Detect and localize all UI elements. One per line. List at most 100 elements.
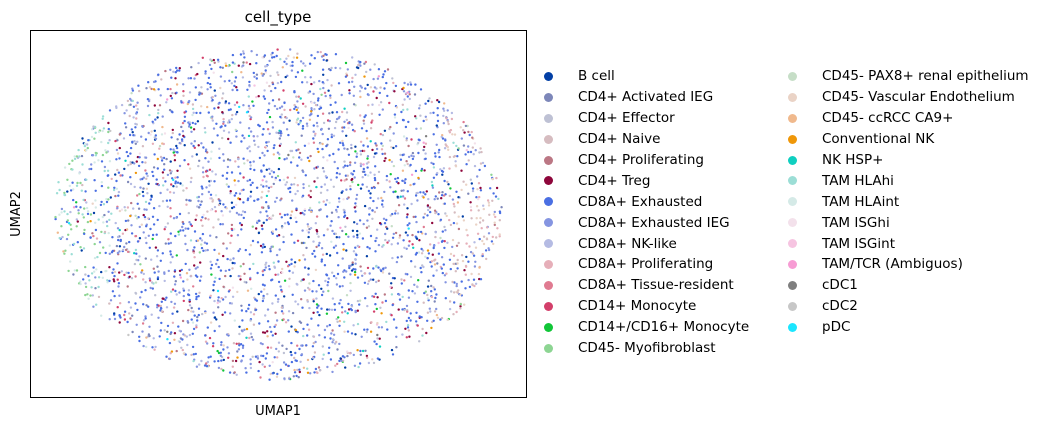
scatter-point bbox=[129, 162, 132, 166]
scatter-point bbox=[144, 200, 148, 204]
scatter-point bbox=[428, 97, 431, 100]
scatter-point bbox=[162, 176, 165, 180]
scatter-point bbox=[380, 269, 383, 273]
scatter-point bbox=[290, 233, 293, 236]
scatter-point bbox=[221, 111, 224, 114]
scatter-point bbox=[450, 111, 454, 115]
scatter-point bbox=[415, 237, 419, 240]
scatter-point bbox=[366, 145, 370, 148]
scatter-point bbox=[81, 163, 84, 166]
scatter-point bbox=[241, 319, 244, 322]
scatter-point bbox=[270, 169, 273, 173]
scatter-point bbox=[134, 248, 138, 252]
scatter-point bbox=[233, 80, 237, 83]
scatter-point bbox=[348, 266, 351, 270]
scatter-point bbox=[283, 295, 286, 298]
scatter-point bbox=[249, 195, 252, 198]
scatter-point bbox=[379, 86, 382, 89]
scatter-point bbox=[191, 345, 195, 349]
scatter-point bbox=[142, 176, 145, 179]
legend-marker bbox=[788, 239, 797, 249]
scatter-point bbox=[312, 341, 315, 345]
scatter-point bbox=[276, 48, 279, 51]
scatter-point bbox=[201, 224, 204, 227]
scatter-point bbox=[357, 183, 360, 187]
scatter-point bbox=[293, 107, 296, 111]
scatter-point bbox=[289, 48, 292, 51]
scatter-point bbox=[367, 207, 371, 210]
scatter-point bbox=[375, 206, 379, 210]
scatter-point bbox=[142, 344, 145, 348]
scatter-point bbox=[375, 236, 378, 240]
scatter-point bbox=[491, 199, 494, 202]
scatter-point bbox=[134, 275, 137, 278]
scatter-point bbox=[389, 139, 392, 142]
scatter-point bbox=[344, 225, 347, 228]
scatter-point bbox=[318, 209, 321, 212]
legend-item: TAM ISGint bbox=[786, 233, 1029, 254]
scatter-point bbox=[238, 332, 241, 336]
scatter-point bbox=[130, 232, 134, 235]
scatter-point bbox=[260, 251, 264, 254]
scatter-point bbox=[152, 80, 156, 84]
scatter-point bbox=[106, 224, 109, 228]
legend-marker bbox=[544, 134, 553, 144]
scatter-point bbox=[296, 71, 300, 74]
scatter-point bbox=[151, 120, 154, 124]
scatter-point bbox=[452, 155, 456, 158]
scatter-point bbox=[129, 306, 133, 309]
scatter-point bbox=[188, 304, 192, 307]
scatter-point bbox=[282, 240, 285, 244]
scatter-point bbox=[306, 223, 309, 226]
scatter-point bbox=[69, 189, 73, 192]
scatter-point bbox=[249, 311, 253, 314]
scatter-point bbox=[82, 278, 85, 281]
scatter-point bbox=[105, 220, 109, 223]
scatter-point bbox=[214, 276, 217, 280]
scatter-point bbox=[115, 179, 118, 183]
scatter-point bbox=[241, 344, 245, 347]
scatter-point bbox=[408, 240, 411, 243]
scatter-point bbox=[267, 264, 271, 268]
scatter-point bbox=[430, 295, 434, 299]
scatter-point bbox=[229, 141, 232, 144]
scatter-point bbox=[215, 122, 218, 126]
scatter-point bbox=[252, 104, 255, 108]
scatter-point bbox=[478, 151, 481, 154]
scatter-point bbox=[297, 148, 300, 151]
scatter-point bbox=[414, 169, 418, 173]
scatter-point bbox=[121, 174, 124, 177]
scatter-point bbox=[294, 141, 297, 144]
scatter-point bbox=[150, 87, 153, 91]
scatter-point bbox=[63, 252, 66, 255]
scatter-point bbox=[298, 347, 301, 351]
scatter-point bbox=[296, 184, 299, 187]
scatter-point bbox=[299, 121, 302, 124]
scatter-point bbox=[274, 273, 277, 276]
scatter-point bbox=[307, 273, 310, 276]
scatter-point bbox=[287, 310, 291, 313]
scatter-point bbox=[369, 234, 373, 238]
scatter-point bbox=[266, 335, 269, 338]
scatter-point bbox=[103, 230, 107, 234]
scatter-point bbox=[235, 342, 238, 345]
scatter-point bbox=[348, 163, 352, 167]
scatter-point bbox=[168, 108, 172, 112]
scatter-point bbox=[442, 167, 446, 170]
scatter-point bbox=[435, 143, 438, 146]
scatter-point bbox=[204, 340, 208, 343]
scatter-point bbox=[154, 281, 158, 284]
scatter-point bbox=[338, 342, 341, 346]
scatter-point bbox=[117, 190, 121, 194]
scatter-point bbox=[261, 74, 264, 77]
scatter-point bbox=[213, 205, 217, 209]
scatter-point bbox=[273, 266, 277, 269]
scatter-point bbox=[315, 185, 318, 189]
scatter-point bbox=[362, 222, 365, 226]
scatter-point bbox=[144, 161, 147, 164]
scatter-point bbox=[356, 233, 359, 237]
scatter-point bbox=[283, 108, 286, 112]
scatter-point bbox=[348, 352, 352, 355]
scatter-point bbox=[329, 337, 332, 340]
scatter-point bbox=[160, 300, 163, 303]
